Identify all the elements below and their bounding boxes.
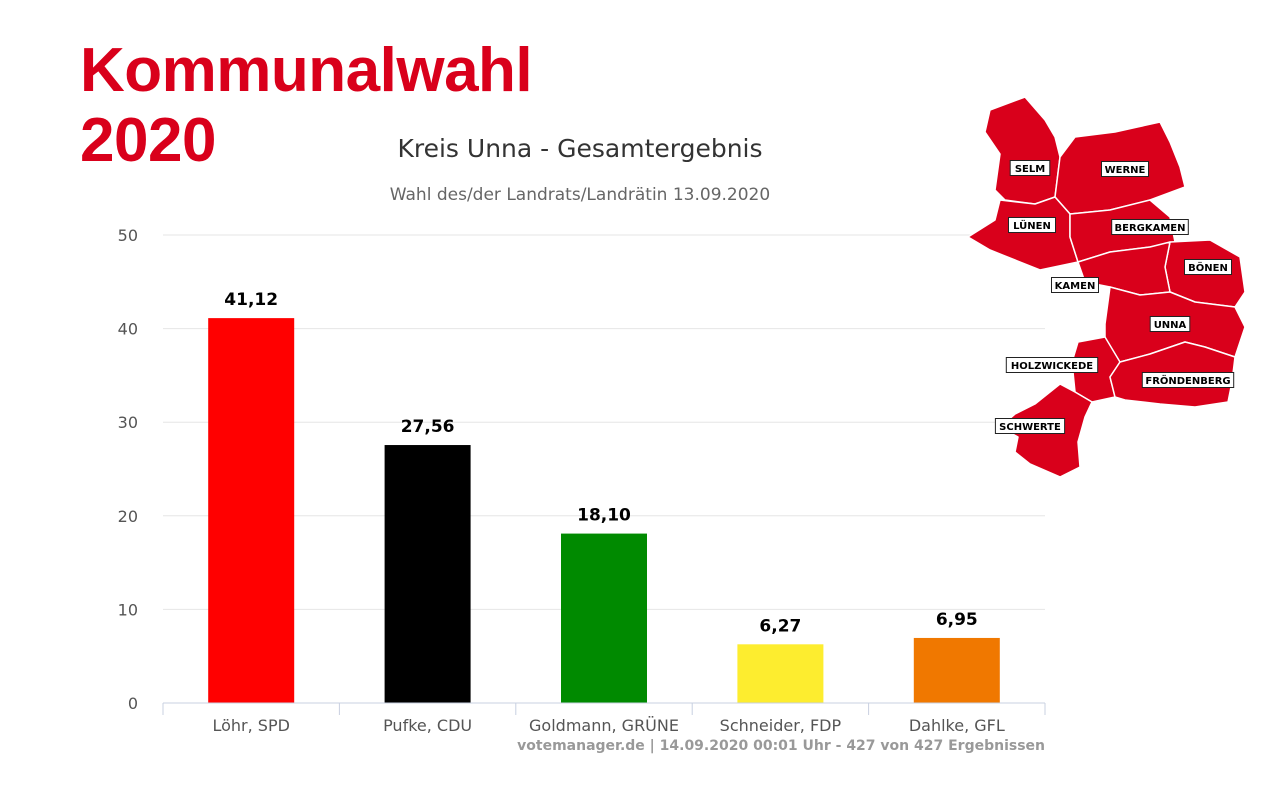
map-label-text: WERNE <box>1105 165 1146 176</box>
bar <box>561 533 647 703</box>
map-label: KAMEN <box>1051 277 1099 293</box>
y-tick-label: 10 <box>118 600 138 619</box>
data-label: 6,95 <box>936 610 978 630</box>
data-label: 27,56 <box>401 417 455 437</box>
bar <box>913 637 1000 703</box>
map-label-text: BERGKAMEN <box>1114 223 1185 234</box>
chart-title: Kreis Unna - Gesamtergebnis <box>397 134 763 163</box>
x-tick-label: Goldmann, GRÜNE <box>529 716 679 735</box>
x-tick-label: Schneider, FDP <box>720 716 842 735</box>
y-tick-label: 30 <box>118 413 138 432</box>
y-tick-label: 50 <box>118 226 138 245</box>
y-tick-label: 0 <box>128 694 138 713</box>
map-label: FRÖNDENBERG <box>1141 372 1235 388</box>
map-label-box <box>1051 277 1099 293</box>
map-label-box <box>1009 160 1051 176</box>
kreis-unna-map: SELM WERNE LÜNEN BERGKAMEN BÖNEN KAMEN UNNA HOL… <box>967 96 1246 478</box>
bar <box>384 445 471 703</box>
map-label-box <box>1111 219 1189 235</box>
brand-line-1: Kommunalwahl <box>80 36 533 105</box>
map-label-box <box>1101 161 1149 177</box>
map-label-text: BÖNEN <box>1188 260 1228 274</box>
map-label-box <box>1141 372 1235 388</box>
bar <box>208 318 295 703</box>
y-tick-label: 40 <box>118 320 138 339</box>
bar <box>737 644 824 703</box>
chart-data-labels: 41,12 27,56 18,10 6,27 6,95 <box>224 290 977 636</box>
y-axis: 0 10 20 30 40 50 <box>118 226 138 713</box>
map-label: SCHWERTE <box>994 418 1066 434</box>
map-label-box <box>994 418 1066 434</box>
brand-title: Kommunalwahl 2020 <box>80 36 533 176</box>
map-label: BERGKAMEN <box>1111 219 1189 235</box>
map-region-luenen <box>967 196 1079 271</box>
map-label: HOLZWICKEDE <box>1005 357 1099 373</box>
x-axis: Löhr, SPD Pufke, CDU Goldmann, GRÜNE Schnei… <box>162 702 1046 735</box>
x-tick-label: Löhr, SPD <box>212 716 289 735</box>
data-label: 6,27 <box>759 616 801 636</box>
x-tick-label: Pufke, CDU <box>383 716 472 735</box>
data-label: 18,10 <box>577 506 631 526</box>
map-label-box <box>1005 357 1099 373</box>
map-region-selm <box>984 96 1061 205</box>
map-label-text: UNNA <box>1154 320 1187 331</box>
source-note: votemanager.de | 14.09.2020 00:01 Uhr - … <box>517 738 1045 754</box>
map-label: SELM <box>1009 160 1051 176</box>
map-label-box <box>1149 316 1191 332</box>
map-label-text: SCHWERTE <box>999 422 1061 433</box>
map-label: UNNA <box>1149 316 1191 332</box>
map-label-box <box>1184 259 1232 275</box>
brand-line-2: 2020 <box>80 106 216 175</box>
map-label-box <box>1008 217 1056 233</box>
map-label: BÖNEN <box>1184 259 1232 275</box>
data-label: 41,12 <box>224 290 278 310</box>
chart-subtitle: Wahl des/der Landrats/Landrätin 13.09.20… <box>389 185 771 205</box>
map-label-text: LÜNEN <box>1013 218 1051 232</box>
x-tick-label: Dahlke, GFL <box>909 716 1005 735</box>
map-label-text: SELM <box>1015 164 1045 175</box>
map-label: LÜNEN <box>1008 217 1056 233</box>
map-label-text: HOLZWICKEDE <box>1011 361 1093 372</box>
map-label-text: KAMEN <box>1055 281 1096 292</box>
chart-bars <box>208 318 1000 703</box>
map-label-text: FRÖNDENBERG <box>1145 373 1230 387</box>
map-label: WERNE <box>1101 161 1149 177</box>
map-labels: SELM WERNE LÜNEN BERGKAMEN BÖNEN KAMEN UNNA HOL… <box>994 160 1235 434</box>
y-tick-label: 20 <box>118 507 138 526</box>
